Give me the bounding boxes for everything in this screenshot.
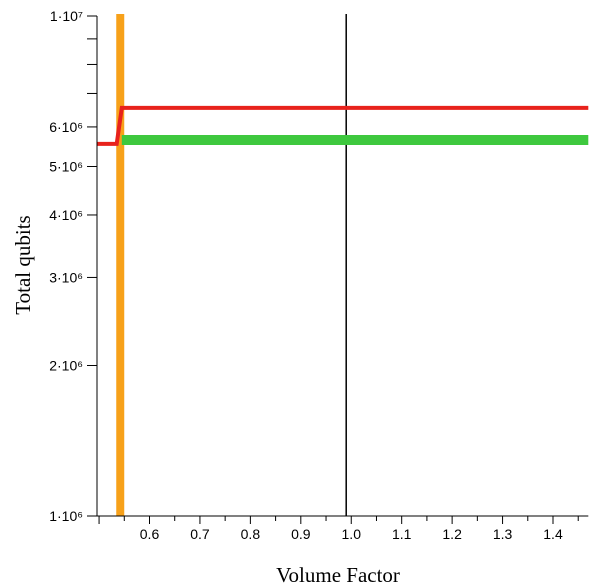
x-axis-title: Volume Factor xyxy=(276,563,400,586)
y-axis-title: Total qubits xyxy=(11,215,35,314)
y-tick-label: 1·10⁷ xyxy=(50,8,83,24)
x-tick-label: 0.8 xyxy=(241,526,261,542)
x-tick-label: 0.7 xyxy=(190,526,210,542)
y-tick-label: 4·10⁶ xyxy=(49,207,83,223)
x-tick-label: 1.3 xyxy=(493,526,513,542)
x-tick-label: 0.6 xyxy=(140,526,160,542)
y-tick-label: 5·10⁶ xyxy=(49,159,83,175)
axes: 0.6 0.7 0.8 0.9 1.0 1.1 1.2 1.3 1.4 1·10⁶ 2·10⁶ 3·1… xyxy=(49,8,589,542)
x-tick-label: 0.9 xyxy=(291,526,311,542)
y-tick-label: 6·10⁶ xyxy=(49,119,83,135)
red-series-line xyxy=(96,105,589,146)
x-tick-label: 1.4 xyxy=(543,526,563,542)
x-tick-label: 1.0 xyxy=(342,526,362,542)
y-tick-label: 1·10⁶ xyxy=(49,508,83,524)
x-tick-label: 1.2 xyxy=(442,526,462,542)
plot-area xyxy=(96,14,589,516)
y-tick-label: 3·10⁶ xyxy=(49,269,83,285)
y-tick-label: 2·10⁶ xyxy=(49,357,83,373)
x-tick-label: 1.1 xyxy=(392,526,412,542)
